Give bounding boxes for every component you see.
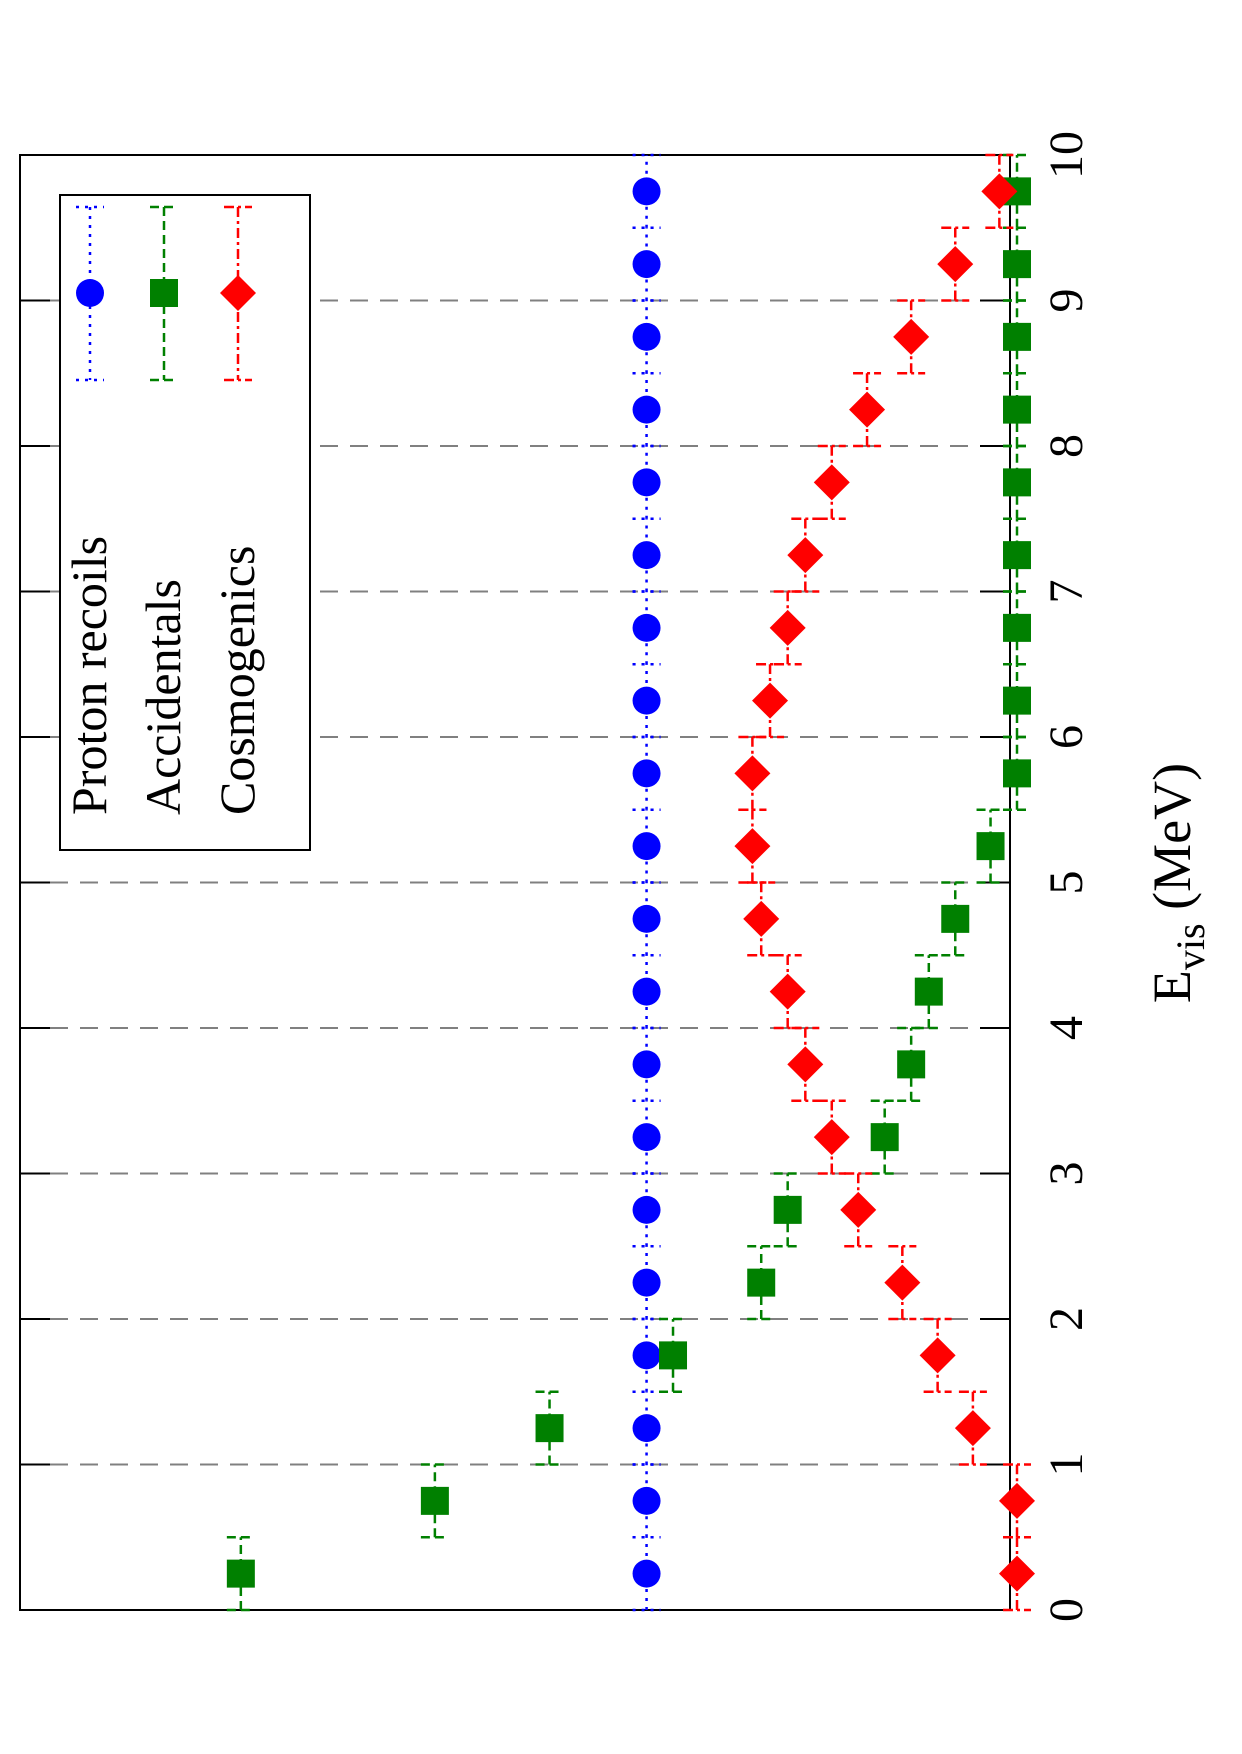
tick-labels: 0 1 2 3 4 5 6 7 8 9 10 bbox=[1040, 131, 1093, 1622]
x-tick-label-4: 4 bbox=[1040, 1016, 1093, 1040]
series-cosmogenics bbox=[734, 153, 1035, 1612]
legend-marker-accidentals bbox=[150, 279, 178, 307]
legend-marker-cosmogenics bbox=[220, 275, 256, 311]
point-cosmogenics-17 bbox=[893, 318, 930, 355]
point-accidentals-4 bbox=[747, 1268, 776, 1297]
point-cosmogenics-5 bbox=[840, 1191, 877, 1228]
point-proton-recoils-4 bbox=[632, 1268, 661, 1297]
point-proton-recoils-0 bbox=[632, 1559, 661, 1588]
point-proton-recoils-2 bbox=[632, 1414, 661, 1443]
x-tick-label-7: 7 bbox=[1040, 580, 1093, 604]
point-cosmogenics-11 bbox=[734, 755, 771, 792]
point-proton-recoils-12 bbox=[632, 686, 661, 715]
point-accidentals-12 bbox=[1003, 686, 1031, 715]
point-proton-recoils-15 bbox=[632, 468, 661, 497]
x-axis-label-unit: (MeV) bbox=[1142, 763, 1202, 923]
point-proton-recoils-19 bbox=[632, 177, 661, 206]
point-proton-recoils-8 bbox=[632, 977, 661, 1006]
point-accidentals-14 bbox=[1003, 541, 1031, 570]
x-tick-label-6: 6 bbox=[1040, 725, 1093, 749]
point-accidentals-15 bbox=[1003, 468, 1031, 497]
point-cosmogenics-6 bbox=[813, 1119, 850, 1156]
legend-box bbox=[59, 194, 311, 851]
point-cosmogenics-4 bbox=[884, 1264, 921, 1301]
point-accidentals-10 bbox=[976, 832, 1005, 861]
point-accidentals-18 bbox=[1003, 250, 1031, 279]
point-accidentals-1 bbox=[420, 1486, 449, 1515]
x-tick-label-2: 2 bbox=[1040, 1307, 1093, 1331]
x-tick-label-9: 9 bbox=[1040, 289, 1093, 313]
point-proton-recoils-9 bbox=[632, 904, 661, 933]
point-accidentals-7 bbox=[897, 1050, 926, 1079]
x-tick-label-1: 1 bbox=[1040, 1453, 1093, 1477]
legend-entry-cosmogenics: Cosmogenics bbox=[209, 205, 265, 815]
legend-label-accidentals: Accidentals bbox=[135, 579, 191, 815]
point-proton-recoils-17 bbox=[632, 322, 661, 351]
x-tick-label-0: 0 bbox=[1040, 1598, 1093, 1622]
point-cosmogenics-14 bbox=[787, 537, 824, 574]
point-cosmogenics-0 bbox=[999, 1555, 1035, 1592]
legend-marker-proton-recoils bbox=[76, 279, 104, 307]
point-cosmogenics-19 bbox=[981, 173, 1018, 210]
legend-label-cosmogenics: Cosmogenics bbox=[209, 546, 265, 815]
x-tick-label-10: 10 bbox=[1040, 131, 1093, 179]
x-tick-label-8: 8 bbox=[1040, 434, 1093, 458]
x-axis-label-subscript: vis bbox=[1168, 923, 1213, 970]
series-layer bbox=[226, 153, 1035, 1612]
point-accidentals-17 bbox=[1003, 322, 1031, 351]
x-tick-label-5: 5 bbox=[1040, 871, 1093, 895]
point-accidentals-11 bbox=[1003, 759, 1031, 788]
point-proton-recoils-14 bbox=[632, 541, 661, 570]
series-accidentals bbox=[226, 153, 1031, 1612]
point-accidentals-9 bbox=[941, 904, 970, 933]
point-cosmogenics-16 bbox=[849, 391, 886, 428]
point-cosmogenics-10 bbox=[734, 828, 771, 865]
point-accidentals-16 bbox=[1003, 395, 1031, 424]
point-proton-recoils-16 bbox=[632, 395, 661, 424]
point-cosmogenics-13 bbox=[769, 609, 806, 646]
point-proton-recoils-1 bbox=[632, 1486, 661, 1515]
point-accidentals-5 bbox=[773, 1195, 802, 1224]
point-proton-recoils-3 bbox=[632, 1341, 661, 1370]
point-accidentals-2 bbox=[535, 1414, 564, 1443]
point-cosmogenics-15 bbox=[813, 464, 850, 501]
point-proton-recoils-18 bbox=[632, 250, 661, 279]
point-cosmogenics-3 bbox=[919, 1337, 956, 1374]
point-accidentals-6 bbox=[870, 1123, 899, 1152]
point-accidentals-8 bbox=[914, 977, 943, 1006]
point-proton-recoils-10 bbox=[632, 832, 661, 861]
point-proton-recoils-6 bbox=[632, 1123, 661, 1152]
point-accidentals-3 bbox=[659, 1341, 688, 1370]
point-proton-recoils-11 bbox=[632, 759, 661, 788]
point-accidentals-0 bbox=[226, 1559, 255, 1588]
point-accidentals-13 bbox=[1003, 613, 1031, 642]
point-cosmogenics-2 bbox=[954, 1410, 991, 1447]
point-cosmogenics-18 bbox=[937, 246, 974, 283]
point-proton-recoils-7 bbox=[632, 1050, 661, 1079]
legend-entry-accidentals: Accidentals bbox=[135, 205, 191, 815]
point-cosmogenics-12 bbox=[752, 682, 789, 719]
legend-entry-proton-recoils: Proton recoils bbox=[61, 205, 117, 815]
legend: Proton recoils Accidentals Cosmogenics bbox=[59, 194, 311, 851]
point-cosmogenics-1 bbox=[999, 1482, 1035, 1519]
x-axis-label: Evis (MeV) bbox=[1142, 763, 1213, 1003]
point-proton-recoils-5 bbox=[632, 1195, 661, 1224]
point-cosmogenics-8 bbox=[769, 973, 806, 1010]
point-proton-recoils-13 bbox=[632, 613, 661, 642]
point-cosmogenics-9 bbox=[743, 900, 780, 937]
legend-label-proton-recoils: Proton recoils bbox=[61, 536, 117, 815]
series-proton-recoils bbox=[632, 153, 661, 1612]
point-cosmogenics-7 bbox=[787, 1046, 824, 1083]
x-axis-label-main: E bbox=[1142, 970, 1202, 1003]
x-tick-label-3: 3 bbox=[1040, 1162, 1093, 1186]
